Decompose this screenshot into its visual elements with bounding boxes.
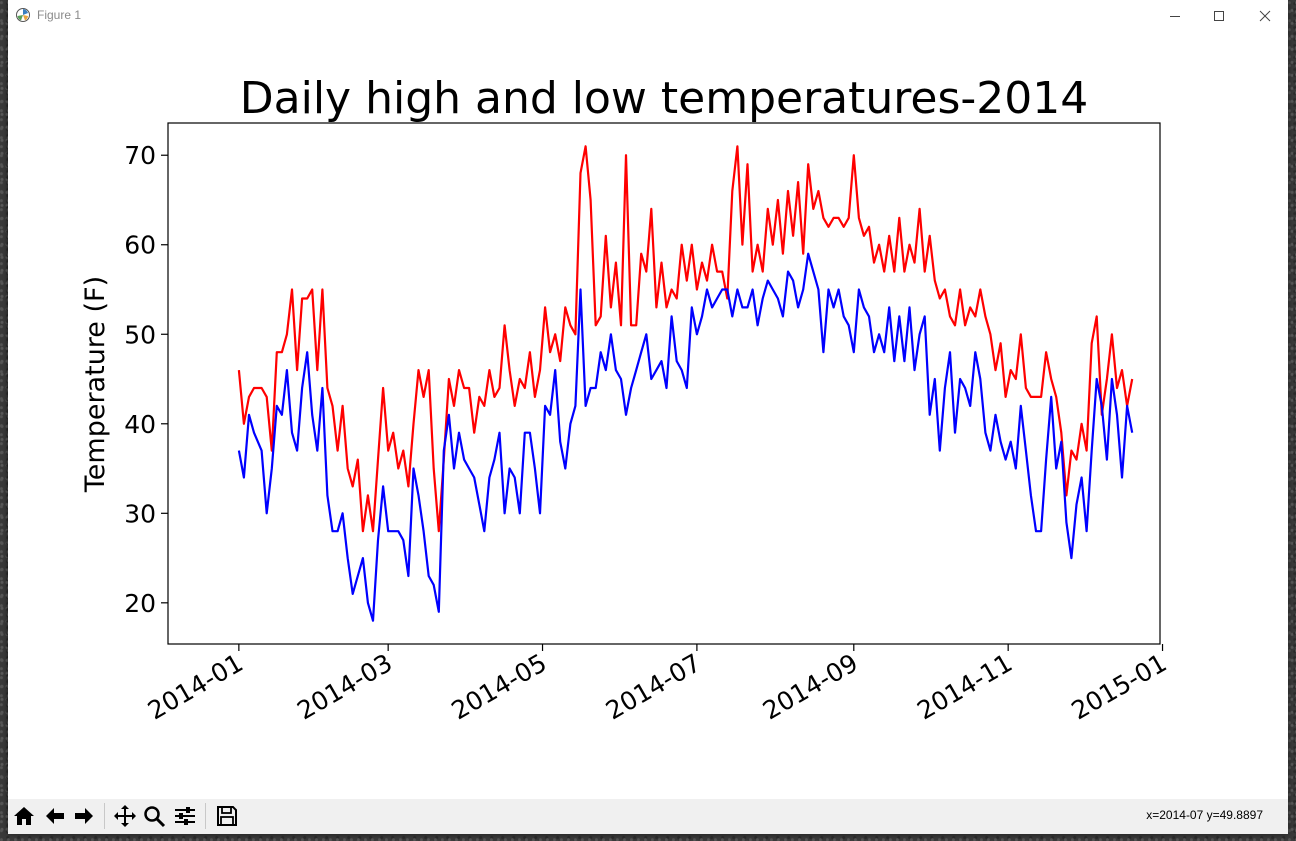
plot-area: 20 30 40 50 60 70 2014-01 2014-03 2014-05 2014-07…	[124, 122, 1172, 725]
x-tick-label: 2014-11	[912, 648, 1017, 725]
x-tick-label: 2014-03	[292, 648, 397, 725]
arrow-left-icon	[46, 808, 64, 824]
maximize-button[interactable]	[1196, 0, 1242, 31]
matplotlib-logo-icon	[16, 8, 30, 22]
x-tick-label: 2014-09	[758, 648, 863, 725]
back-button[interactable]	[41, 802, 69, 830]
forward-button[interactable]	[70, 802, 98, 830]
configure-subplots-button[interactable]	[171, 802, 199, 830]
title-bar: Figure 1	[8, 0, 1288, 31]
home-icon	[14, 807, 34, 825]
x-tick-label: 2014-05	[447, 648, 552, 725]
magnifier-icon	[144, 806, 166, 828]
low-temperature-line	[237, 252, 1134, 622]
chart-title: Daily high and low temperatures-2014	[240, 73, 1088, 124]
sliders-icon	[175, 807, 195, 825]
home-button[interactable]	[10, 802, 38, 830]
x-tick-label: 2014-07	[601, 648, 706, 725]
close-icon	[1259, 10, 1271, 21]
x-tick-label: 2014-01	[143, 648, 248, 725]
y-tick-label: 70	[124, 141, 156, 170]
navigation-toolbar: x=2014-07 y=49.8897	[8, 799, 1288, 834]
y-tick-label: 50	[124, 320, 156, 349]
move-icon	[114, 805, 136, 827]
toolbar-separator	[205, 803, 206, 829]
arrow-right-icon	[75, 808, 93, 824]
minimize-button[interactable]	[1152, 0, 1198, 31]
y-tick-label: 40	[124, 410, 156, 439]
floppy-disk-icon	[217, 806, 237, 826]
figure-canvas[interactable]: Daily high and low temperatures-2014 Tem…	[8, 31, 1288, 799]
minimize-icon	[1170, 15, 1180, 17]
axes-frame	[167, 122, 1161, 645]
x-tick-label: 2015-01	[1067, 648, 1172, 725]
cursor-coordinates: x=2014-07 y=49.8897	[1146, 808, 1263, 822]
y-tick-label: 20	[124, 589, 156, 618]
line-chart: Daily high and low temperatures-2014 Tem…	[80, 73, 1172, 725]
y-tick-label: 30	[124, 499, 156, 528]
y-axis-label: Temperature (F)	[80, 276, 111, 493]
y-tick-label: 60	[124, 231, 156, 260]
high-temperature-line	[237, 145, 1134, 533]
window-title: Figure 1	[37, 8, 82, 22]
toolbar-separator	[104, 803, 105, 829]
save-button[interactable]	[213, 802, 241, 830]
pan-button[interactable]	[111, 802, 139, 830]
close-button[interactable]	[1242, 0, 1288, 31]
maximize-icon	[1214, 10, 1224, 21]
zoom-button[interactable]	[140, 802, 168, 830]
figure-window: Figure 1 Daily high and low temperatures…	[8, 0, 1288, 834]
